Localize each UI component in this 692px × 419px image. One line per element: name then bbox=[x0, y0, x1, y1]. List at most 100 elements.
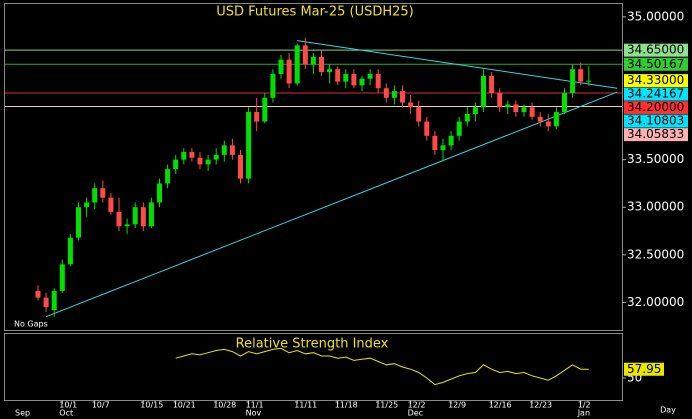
note: No Gaps bbox=[14, 320, 48, 329]
x-tick-label: 12/23 bbox=[529, 401, 552, 410]
candle-body bbox=[124, 224, 130, 227]
candle-body bbox=[221, 145, 227, 155]
x-tick-label: 11/25 bbox=[375, 401, 398, 410]
x-unit-label: Day bbox=[660, 406, 676, 415]
candle-body bbox=[521, 107, 527, 113]
level-label: 34.50167 bbox=[627, 57, 684, 71]
candle-body bbox=[553, 112, 559, 127]
candle-body bbox=[586, 80, 592, 82]
candle-body bbox=[84, 202, 90, 208]
candle-body bbox=[448, 135, 454, 146]
level-label: 34.05833 bbox=[627, 127, 684, 141]
candle-body bbox=[116, 211, 122, 227]
candle-body bbox=[383, 88, 389, 98]
candle-body bbox=[464, 113, 470, 122]
candle-body bbox=[294, 45, 300, 84]
candle-body bbox=[505, 104, 511, 108]
y-tick-label: 33.00000 bbox=[627, 200, 684, 214]
x-tick-label: 10/1 bbox=[59, 401, 77, 410]
candle-body bbox=[173, 159, 179, 170]
candle-body bbox=[254, 112, 260, 122]
x-tick-label: 12/2 bbox=[408, 401, 426, 410]
candle-body bbox=[513, 104, 519, 113]
candle-body bbox=[302, 45, 308, 65]
candle-body bbox=[132, 207, 138, 225]
candle-body bbox=[351, 73, 357, 86]
candle-body bbox=[92, 188, 98, 203]
candle-body bbox=[76, 207, 81, 238]
candle-body bbox=[270, 73, 276, 98]
candle-body bbox=[375, 73, 381, 89]
candle-body bbox=[43, 297, 49, 308]
candle-body bbox=[286, 59, 292, 84]
candle-body bbox=[181, 152, 187, 160]
candle-body bbox=[197, 157, 203, 165]
level-label-box bbox=[624, 57, 688, 71]
level-label-box bbox=[624, 87, 688, 101]
level-label-box bbox=[624, 114, 688, 128]
candle-body bbox=[319, 56, 324, 73]
level-label-box bbox=[624, 43, 688, 57]
candle-body bbox=[35, 290, 41, 298]
candle-body bbox=[205, 159, 211, 165]
x-tick-label: 10/21 bbox=[173, 401, 196, 410]
month-label: Oct bbox=[59, 409, 73, 418]
candle-body bbox=[481, 75, 486, 108]
candle-body bbox=[432, 135, 438, 151]
rsi-last-box bbox=[624, 362, 664, 376]
rsi-line bbox=[175, 347, 589, 386]
month-label: Jan bbox=[577, 409, 590, 418]
candle-body bbox=[335, 69, 341, 82]
candle-body bbox=[262, 97, 268, 122]
candle-body bbox=[67, 237, 73, 265]
candle-body bbox=[229, 145, 235, 155]
y-tick-label: 35.00000 bbox=[627, 9, 684, 23]
month-label: Dec bbox=[408, 409, 423, 418]
level-label: 34.24167 bbox=[627, 87, 684, 101]
month-label: Nov bbox=[246, 409, 262, 418]
x-tick-label: 12/16 bbox=[489, 401, 512, 410]
candle-body bbox=[140, 207, 146, 227]
chart-title: USD Futures Mar-25 (USDH25) bbox=[216, 5, 414, 20]
candle-body bbox=[359, 78, 365, 86]
candle-body bbox=[108, 197, 114, 212]
candle-body bbox=[100, 188, 106, 198]
candle-body bbox=[165, 169, 171, 184]
candle-body bbox=[570, 69, 576, 93]
x-tick-label: 10/28 bbox=[213, 401, 236, 410]
candle-body bbox=[148, 202, 154, 227]
candle-body bbox=[157, 183, 162, 203]
candle-body bbox=[51, 290, 57, 311]
rsi-panel bbox=[4, 333, 623, 401]
x-tick-label: 12/9 bbox=[448, 401, 466, 410]
x-tick-label: 11/1 bbox=[246, 401, 264, 410]
candle-body bbox=[489, 75, 495, 93]
x-tick-label: 11/18 bbox=[335, 401, 358, 410]
y-tick-label: 32.00000 bbox=[627, 295, 684, 309]
candle-body bbox=[238, 154, 243, 179]
y-tick-label: 32.50000 bbox=[627, 247, 684, 261]
candle-body bbox=[391, 91, 397, 98]
x-tick-label: 1/2 bbox=[578, 401, 591, 410]
candle-body bbox=[537, 116, 543, 122]
x-tick-label: 10/15 bbox=[140, 401, 163, 410]
candle-body bbox=[416, 107, 422, 122]
candle-body bbox=[278, 59, 284, 74]
candle-body bbox=[578, 69, 584, 82]
candle-body bbox=[440, 145, 446, 151]
rsi-last-label: 57.95 bbox=[627, 362, 661, 376]
candle-body bbox=[456, 121, 462, 136]
y-tick-label: 33.50000 bbox=[627, 152, 684, 166]
candle-body bbox=[59, 264, 65, 291]
trendline bbox=[45, 91, 618, 318]
candle-body bbox=[408, 102, 414, 108]
candle-body bbox=[327, 69, 333, 73]
level-label-box bbox=[624, 74, 688, 88]
month-label: Sep bbox=[15, 409, 30, 418]
x-tick-label: 10/7 bbox=[92, 401, 110, 410]
level-label-box bbox=[624, 128, 688, 142]
candle-body bbox=[545, 121, 551, 127]
candle-body bbox=[424, 121, 430, 136]
